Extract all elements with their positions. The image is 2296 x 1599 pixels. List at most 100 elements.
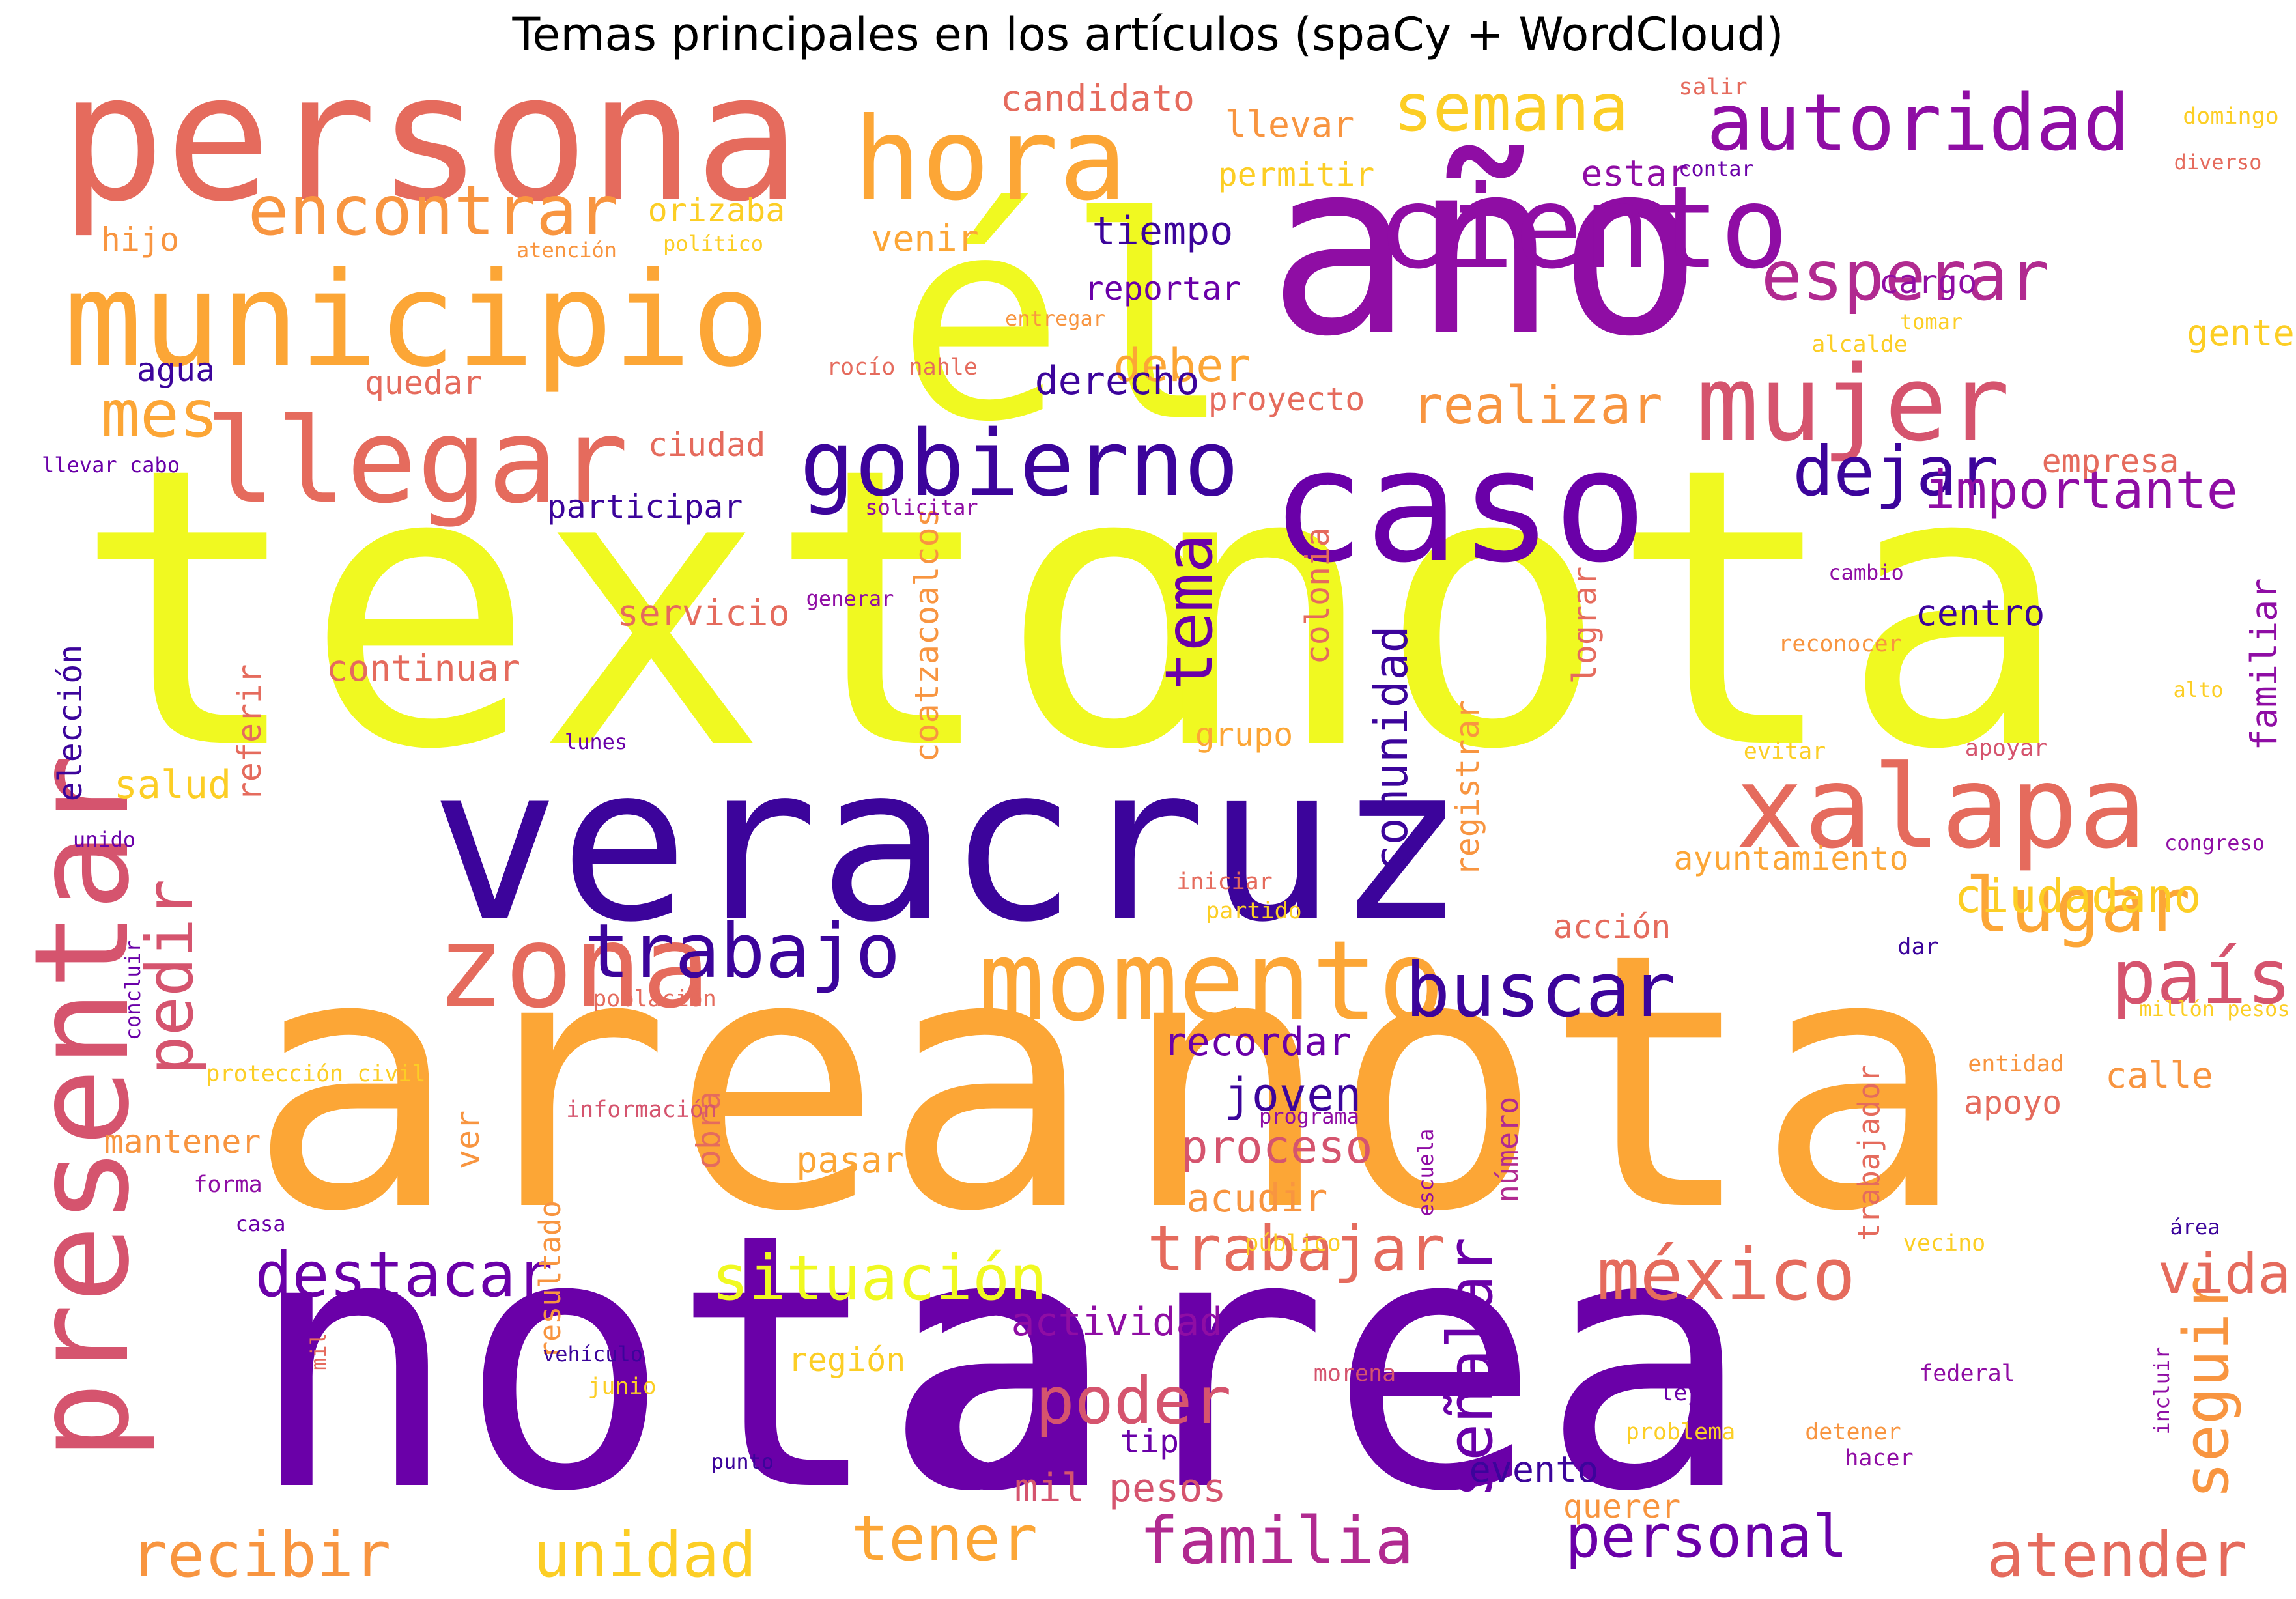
word-hijo: hijo bbox=[101, 221, 179, 259]
word-gobierno: gobierno bbox=[800, 411, 1239, 517]
word-municipio: municipio bbox=[64, 244, 770, 396]
word-persona: persona bbox=[59, 35, 801, 240]
word-hora: hora bbox=[853, 94, 1127, 226]
word-numero: número bbox=[1490, 1097, 1525, 1203]
word-ley: ley bbox=[1660, 1380, 1701, 1406]
word-venir: venir bbox=[871, 218, 979, 259]
word-domingo: domingo bbox=[2183, 104, 2279, 130]
word-entregar: entregar bbox=[1005, 306, 1105, 331]
word-ciudad: ciudad bbox=[648, 426, 766, 464]
word-lugar: lugar bbox=[1965, 862, 2190, 950]
word-punto: punto bbox=[711, 1449, 774, 1474]
word-derecho: derecho bbox=[1035, 358, 1200, 404]
word-poblacion: población bbox=[593, 986, 716, 1012]
word-presentar: presentar bbox=[7, 754, 158, 1460]
word-joven: joven bbox=[1225, 1068, 1362, 1122]
word-familia: familia bbox=[1139, 1503, 1413, 1579]
word-trabajar: trabajar bbox=[1147, 1213, 1445, 1285]
word-entidad: entidad bbox=[1968, 1051, 2064, 1077]
word-proyecto: proyecto bbox=[1208, 380, 1365, 418]
word-mujer: mujer bbox=[1696, 343, 2010, 464]
word-alto: alto bbox=[2173, 677, 2223, 702]
word-ciudadano: ciudadano bbox=[1954, 870, 2201, 923]
word-solicitar: solicitar bbox=[865, 495, 978, 520]
word-informacion: información bbox=[566, 1097, 717, 1123]
word-centro: centro bbox=[1916, 592, 2045, 634]
word-el: él bbox=[896, 158, 1234, 483]
word-ver: ver bbox=[449, 1111, 487, 1169]
word-recibir: recibir bbox=[130, 1520, 391, 1591]
word-mes: mes bbox=[101, 376, 219, 452]
word-personal: personal bbox=[1565, 1503, 1847, 1571]
word-salir: salir bbox=[1679, 74, 1747, 100]
word-mantener: mantener bbox=[104, 1123, 261, 1161]
word-partido: partido bbox=[1206, 898, 1302, 924]
word-contar: contar bbox=[1679, 156, 1754, 181]
word-autoridad: autoridad bbox=[1707, 78, 2130, 169]
word-salud: salud bbox=[114, 762, 232, 808]
word-buscar: buscar bbox=[1405, 947, 1675, 1034]
word-unidad: unidad bbox=[533, 1520, 756, 1591]
word-pasar: pasar bbox=[796, 1139, 904, 1181]
word-morena: morena bbox=[1314, 1361, 1396, 1387]
word-casa: casa bbox=[235, 1211, 285, 1236]
word-caso: caso bbox=[1271, 415, 1647, 597]
word-vecino: vecino bbox=[1903, 1230, 1985, 1256]
word-querer: querer bbox=[1563, 1488, 1681, 1525]
word-dejar: dejar bbox=[1793, 432, 1998, 511]
word-rocio-nahle: rocío nahle bbox=[827, 354, 978, 380]
word-programa: programa bbox=[1259, 1104, 1359, 1129]
word-calle: calle bbox=[2105, 1054, 2213, 1096]
word-ano: año bbox=[1268, 109, 1703, 389]
word-destacar: destacar bbox=[255, 1239, 553, 1311]
word-xalapa: xalapa bbox=[1735, 742, 2147, 874]
word-familiar: familiar bbox=[2243, 578, 2285, 751]
word-deber: deber bbox=[1114, 339, 1251, 392]
word-millon-pesos: millón pesos bbox=[2139, 997, 2289, 1021]
word-accion: acción bbox=[1553, 908, 1671, 946]
word-momento: momento bbox=[978, 917, 1445, 1046]
chart-title: Temas principales en los artículos (spaC… bbox=[512, 8, 1784, 61]
word-lograr: lograr bbox=[1566, 567, 1604, 685]
word-forma: forma bbox=[193, 1172, 262, 1198]
word-continuar: continuar bbox=[326, 647, 520, 689]
word-registrar: registrar bbox=[1449, 700, 1486, 877]
word-esperar: esperar bbox=[1761, 236, 2050, 316]
word-tema: tema bbox=[1151, 534, 1227, 691]
word-nota: nota bbox=[1120, 879, 1967, 1288]
word-reportar: reportar bbox=[1084, 270, 1241, 307]
word-apoyo: apoyo bbox=[1964, 1084, 2062, 1122]
word-pedir: pedir bbox=[132, 879, 208, 1075]
word-encontrar: encontrar bbox=[248, 171, 619, 251]
word-detener: detener bbox=[1805, 1419, 1901, 1445]
word-realizar: realizar bbox=[1411, 375, 1662, 436]
word-area: area bbox=[248, 879, 1094, 1288]
word-estar: estar bbox=[1581, 152, 1689, 194]
word-llevar: llevar bbox=[1225, 104, 1355, 145]
word-escuela: escuela bbox=[1413, 1129, 1438, 1217]
word-quedar: quedar bbox=[365, 364, 483, 402]
word-area: área bbox=[2170, 1215, 2220, 1239]
word-ciento: ciento bbox=[1377, 162, 1789, 294]
word-situacion: situación bbox=[712, 1243, 1047, 1314]
word-tomar: tomar bbox=[1900, 309, 1963, 334]
word-generar: generar bbox=[806, 586, 894, 611]
word-seguir: seguir bbox=[2171, 1275, 2243, 1499]
word-proteccion-civil: protección civil bbox=[206, 1061, 425, 1087]
word-vida: vida bbox=[2158, 1242, 2291, 1307]
word-veracruz: veracruz bbox=[430, 719, 1465, 969]
word-poder: poder bbox=[1035, 1363, 1231, 1439]
word-vehiculo: vehículo bbox=[543, 1342, 643, 1366]
word-participar: participar bbox=[546, 488, 743, 526]
word-comunidad: comunidad bbox=[1365, 625, 1418, 872]
word-problema: problema bbox=[1626, 1419, 1736, 1445]
word-recordar: recordar bbox=[1163, 1019, 1352, 1065]
word-reconocer: reconocer bbox=[1778, 631, 1902, 657]
word-resultado: resultado bbox=[533, 1200, 567, 1359]
word-colonia: colonia bbox=[1299, 528, 1337, 665]
word-cargo: cargo bbox=[1879, 263, 1977, 301]
word-alcalde: alcalde bbox=[1811, 332, 1908, 358]
word-diverso: diverso bbox=[2174, 150, 2262, 175]
word-iniciar: iniciar bbox=[1176, 869, 1273, 895]
